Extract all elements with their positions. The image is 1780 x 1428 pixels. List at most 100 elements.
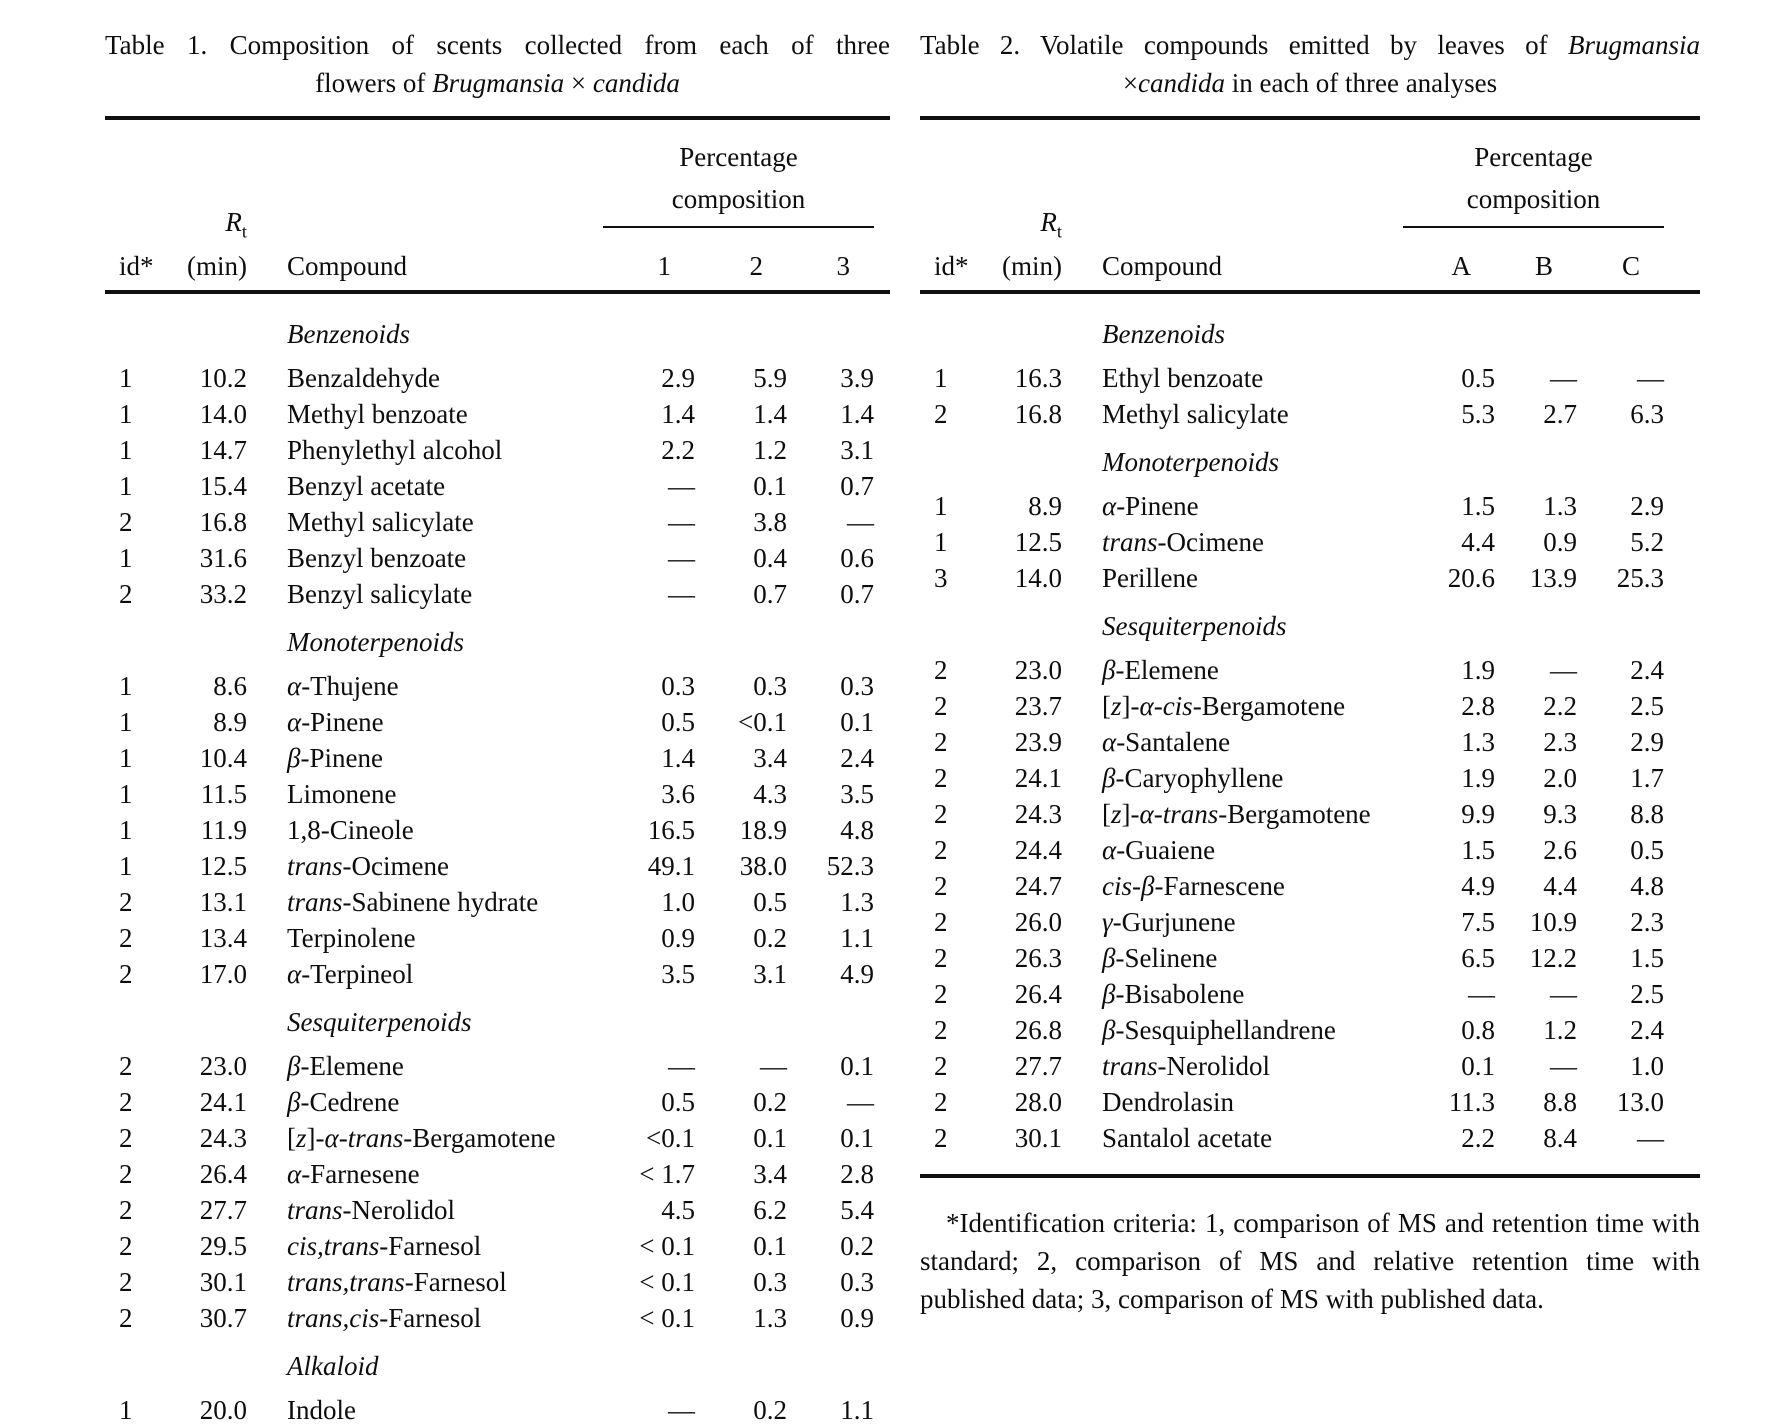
table-row: 2 24.7 cis-β-Farnescene 4.9 4.4 4.8 (934, 868, 1664, 904)
table-2: Table 2. Volatile compounds emitted by l… (920, 26, 1700, 1428)
cell-value-2: 0.1 (753, 1231, 787, 1261)
cell-rt-min: 8.6 (213, 671, 247, 701)
cell-value-2: 2.6 (1543, 835, 1577, 865)
section-heading: Monoterpenoids (1102, 447, 1279, 477)
cell-value-3: 0.1 (840, 1051, 874, 1081)
cell-id: 1 (119, 363, 133, 393)
cell-value-3: 0.1 (840, 1123, 874, 1153)
table-row: 2 30.1 Santalol acetate 2.2 8.4 — (934, 1120, 1664, 1156)
cell-value-2: <0.1 (738, 707, 787, 737)
cell-value-1: 2.9 (661, 363, 695, 393)
cell-rt-min: 14.0 (199, 399, 247, 429)
cell-id: 2 (934, 1123, 948, 1153)
cell-value-2: 0.1 (753, 471, 787, 501)
cell-value-1: 49.1 (647, 851, 695, 881)
cell-value-3: 0.3 (840, 671, 874, 701)
cell-value-1: 0.5 (661, 1087, 695, 1117)
cell-compound: Benzaldehyde (287, 363, 440, 393)
table-row: 2 16.8 Methyl salicylate — 3.8 — (119, 504, 874, 540)
cell-value-3: 8.8 (1630, 799, 1664, 829)
cell-value-1: 1.5 (1461, 835, 1495, 865)
cell-value-3: — (1637, 1123, 1664, 1153)
cell-compound: α-Thujene (287, 671, 399, 701)
cell-compound: α-Pinene (1102, 491, 1199, 521)
table-row: 2 23.7 [z]-α-cis-Bergamotene 2.8 2.2 2.5 (934, 688, 1664, 724)
cell-value-2: 1.2 (753, 435, 787, 465)
table-2-caption: Table 2. Volatile compounds emitted by l… (920, 26, 1700, 120)
table-row: 1 20.0 Indole — 0.2 1.1 (119, 1392, 874, 1428)
cell-value-1: 20.6 (1447, 563, 1495, 593)
cell-value-1: < 1.7 (639, 1159, 695, 1189)
cell-rt-min: 17.0 (199, 959, 247, 989)
cell-value-3: — (847, 1087, 874, 1117)
cell-id: 1 (119, 815, 133, 845)
cell-compound: Ethyl benzoate (1102, 363, 1264, 393)
cell-compound: β-Elemene (287, 1051, 404, 1081)
cell-compound: [z]-α-trans-Bergamotene (287, 1123, 556, 1153)
cell-rt-min: 13.4 (199, 923, 247, 953)
cell-value-3: 1.3 (840, 887, 874, 917)
table-row: 2 17.0 α-Terpineol 3.5 3.1 4.9 (119, 956, 874, 992)
col-header-value-c: C (1621, 251, 1640, 281)
value-group-header: Percentage composition (603, 136, 874, 220)
cell-value-2: — (1550, 979, 1577, 1009)
cell-compound: trans-Nerolidol (287, 1195, 456, 1225)
cell-value-3: 2.8 (840, 1159, 874, 1189)
rt-symbol: Rt (1040, 206, 1062, 241)
cell-value-1: 1.4 (661, 399, 695, 429)
table-row: 1 10.2 Benzaldehyde 2.9 5.9 3.9 (119, 360, 874, 396)
cell-rt-min: 8.9 (1028, 491, 1062, 521)
cell-rt-min: 16.8 (199, 507, 247, 537)
cell-compound: Dendrolasin (1102, 1087, 1234, 1117)
table-1-header: Percentage composition Rt id* (min) Comp… (105, 120, 890, 294)
cell-rt-min: 16.3 (1014, 363, 1062, 393)
col-header-rt-min: (min) (1002, 251, 1062, 281)
cell-value-1: — (1468, 979, 1495, 1009)
rt-symbol: Rt (225, 206, 247, 241)
cell-value-2: 13.9 (1529, 563, 1577, 593)
section-heading: Alkaloid (287, 1351, 379, 1381)
cell-value-2: 0.4 (753, 543, 787, 573)
cell-compound: β-Selinene (1102, 943, 1218, 973)
cell-id: 2 (119, 1231, 133, 1261)
cell-id: 1 (119, 543, 133, 573)
table-2-footnote: *Identification criteria: 1, comparison … (920, 1208, 1700, 1314)
cell-id: 2 (119, 1267, 133, 1297)
table-row: 1 14.7 Phenylethyl alcohol 2.2 1.2 3.1 (119, 432, 874, 468)
table-row: 2 33.2 Benzyl salicylate — 0.7 0.7 (119, 576, 874, 612)
table-row: 2 24.1 β-Caryophyllene 1.9 2.0 1.7 (934, 760, 1664, 796)
cell-rt-min: 33.2 (199, 579, 247, 609)
value-group-rule (603, 226, 874, 242)
table-row: 1 14.0 Methyl benzoate 1.4 1.4 1.4 (119, 396, 874, 432)
cell-value-3: 0.7 (840, 579, 874, 609)
caption-line: Table 1. Composition of scents collected… (105, 30, 890, 60)
cell-rt-min: 15.4 (199, 471, 247, 501)
cell-id: 1 (119, 1395, 133, 1425)
cell-compound: Terpinolene (287, 923, 416, 953)
cell-compound: trans-Sabinene hydrate (287, 887, 539, 917)
section-heading: Monoterpenoids (287, 627, 464, 657)
cell-value-1: 0.3 (661, 671, 695, 701)
cell-rt-min: 24.3 (199, 1123, 247, 1153)
cell-rt-min: 11.5 (200, 779, 247, 809)
cell-compound: β-Pinene (287, 743, 383, 773)
cell-value-1: 1.5 (1461, 491, 1495, 521)
cell-id: 1 (119, 707, 133, 737)
cell-compound: β-Bisabolene (1102, 979, 1245, 1009)
cell-id: 2 (934, 835, 948, 865)
cell-compound: [z]-α-cis-Bergamotene (1102, 691, 1346, 721)
cell-value-1: 5.3 (1461, 399, 1495, 429)
cell-id: 2 (934, 871, 948, 901)
cell-value-1: 0.8 (1461, 1015, 1495, 1045)
cell-id: 1 (934, 363, 948, 393)
cell-value-1: — (668, 579, 695, 609)
caption-line: ×candida in each of three analyses (1122, 68, 1498, 98)
cell-value-2: 3.8 (753, 507, 787, 537)
cell-value-3: 1.1 (840, 1395, 874, 1425)
cell-rt-min: 23.0 (199, 1051, 247, 1081)
cell-value-2: 5.9 (753, 363, 787, 393)
table-row: 2 13.4 Terpinolene 0.9 0.2 1.1 (119, 920, 874, 956)
cell-value-3: 1.7 (1630, 763, 1664, 793)
cell-value-3: 0.2 (840, 1231, 874, 1261)
table-row: 1 8.9 α-Pinene 0.5 <0.1 0.1 (119, 704, 874, 740)
